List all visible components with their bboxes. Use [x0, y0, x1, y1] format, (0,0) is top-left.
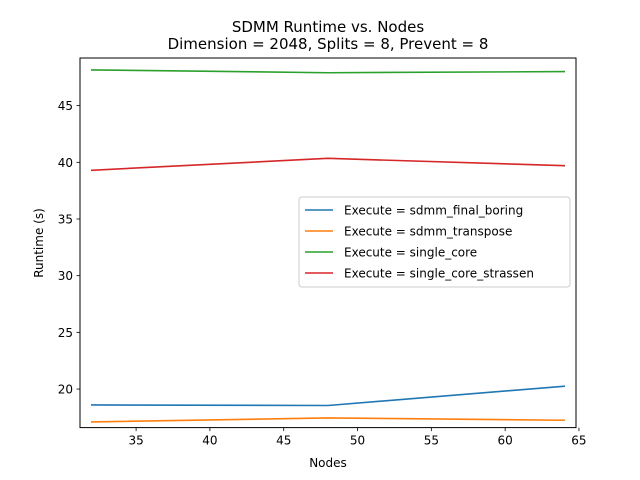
chart-title: SDMM Runtime vs. Nodes: [232, 18, 425, 36]
x-tick-label: 50: [350, 434, 365, 448]
y-tick-label: 40: [58, 156, 73, 170]
legend-label-4: Execute = single_core_strassen: [344, 267, 534, 281]
y-tick-label: 45: [58, 99, 73, 113]
x-tick-label: 65: [571, 434, 586, 448]
legend: Execute = sdmm_final_boring Execute = sdm…: [298, 196, 571, 288]
y-tick-label: 30: [58, 269, 73, 283]
series-line-4: [90, 157, 566, 172]
legend-box: [298, 196, 571, 288]
y-tick-label: 25: [58, 326, 73, 340]
series-line-3: [91, 69, 565, 74]
x-axis-label: Nodes: [309, 456, 347, 470]
y-tick-label: 20: [58, 383, 73, 397]
chart-subtitle: Dimension = 2048, Splits = 8, Prevent = …: [168, 35, 489, 53]
x-tick-label: 45: [276, 434, 291, 448]
x-tick-label: 35: [128, 434, 143, 448]
series-lines: [90, 69, 566, 423]
axes-frame: [79, 57, 577, 429]
legend-label-2: Execute = sdmm_transpose: [344, 225, 512, 239]
legend-label-1: Execute = sdmm_final_boring: [344, 204, 523, 218]
x-tick-label: 60: [498, 434, 513, 448]
x-tick-label: 40: [202, 434, 217, 448]
y-tick-label: 35: [58, 212, 73, 226]
series-line-1: [91, 385, 566, 407]
series-line-2: [90, 417, 565, 423]
legend-label-3: Execute = single_core: [344, 246, 477, 260]
y-axis-label: Runtime (s): [32, 208, 46, 278]
x-tick-label: 55: [424, 434, 439, 448]
axis-ticks: 35 40 45 50 55 60 65 20 25 30 35 40 45: [58, 99, 587, 447]
